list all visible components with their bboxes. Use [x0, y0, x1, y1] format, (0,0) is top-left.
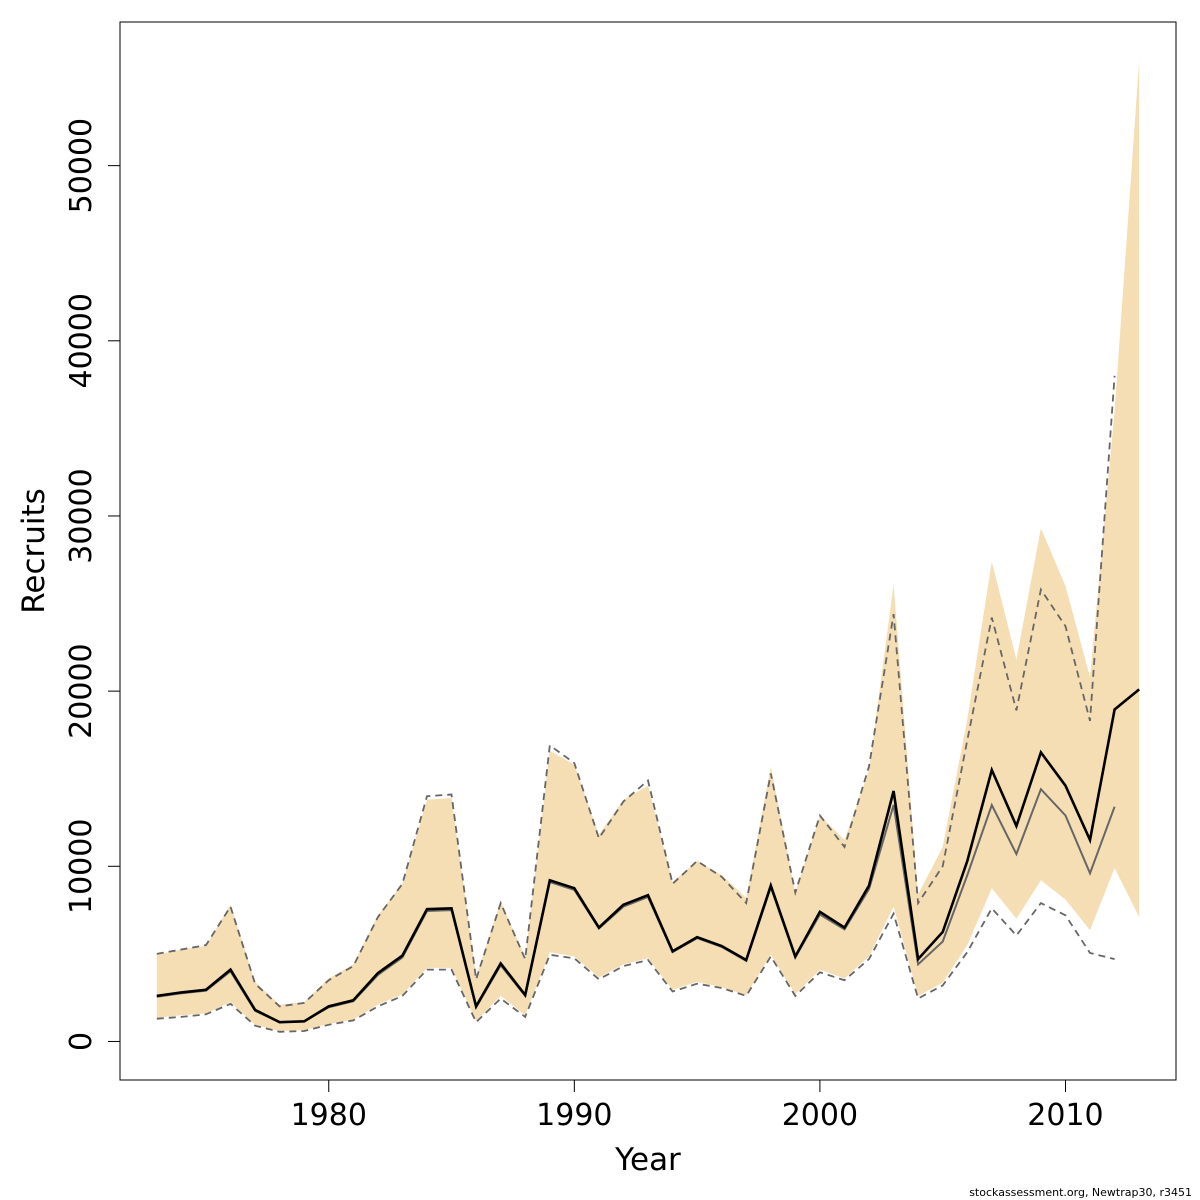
y-tick-label: 20000 [64, 643, 99, 738]
y-tick-label: 0 [64, 1032, 99, 1051]
x-axis-title: Year [614, 1142, 681, 1178]
x-tick-label: 1990 [536, 1098, 612, 1133]
confidence-band [156, 60, 1140, 1031]
y-tick-label: 40000 [64, 293, 99, 388]
x-tick-label: 1980 [291, 1098, 367, 1133]
y-tick-label: 50000 [64, 118, 99, 213]
x-axis: 1980 1990 2000 2010 [291, 1079, 1104, 1133]
comparison-upper-ci-line [156, 375, 1116, 1008]
y-tick-label: 10000 [64, 819, 99, 914]
y-tick-label: 30000 [64, 468, 99, 563]
x-tick-label: 2000 [782, 1098, 858, 1133]
comparison-lower-ci-line [156, 901, 1115, 1033]
plot-area [156, 60, 1141, 1033]
source-credit: stockassessment.org, Newtrap30, r3451 [969, 1186, 1192, 1199]
y-axis-title: Recruits [16, 488, 52, 614]
x-tick-label: 2010 [1027, 1098, 1103, 1133]
estimate-line [156, 688, 1141, 1024]
y-axis: 0 10000 20000 30000 40000 50000 [64, 118, 121, 1051]
